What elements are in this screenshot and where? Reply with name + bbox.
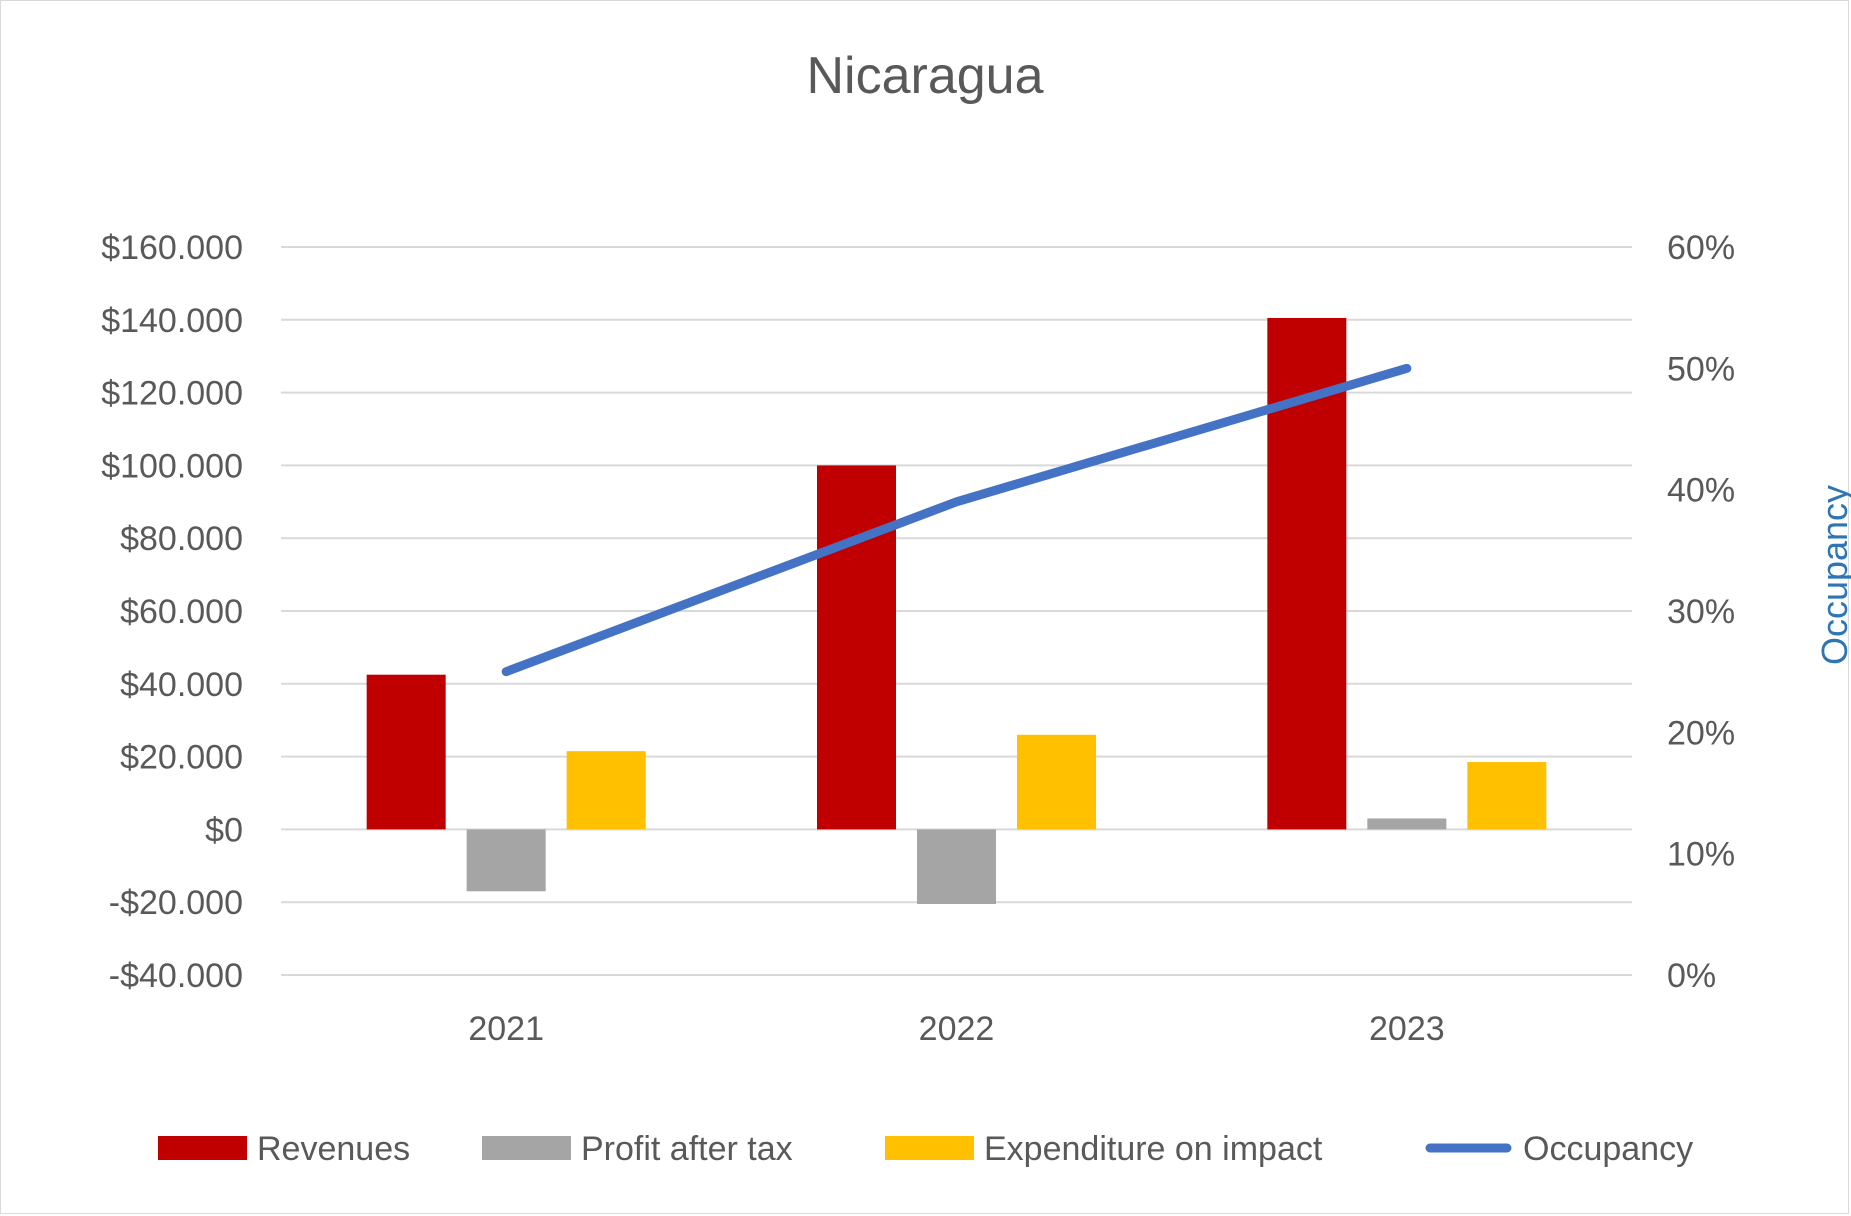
gridlines — [281, 246, 1632, 976]
legend-swatch-revenues — [158, 1136, 247, 1160]
bar-revenues-2021 — [366, 674, 446, 830]
left-tick-label: $0 — [205, 811, 243, 849]
line-occupancy — [501, 363, 1412, 677]
legend-swatch-profit-after-tax — [482, 1136, 571, 1160]
left-tick-label: $40.000 — [120, 666, 243, 704]
left-tick-label: -$40.000 — [109, 957, 243, 995]
legend: Revenues Profit after tax Expenditure on i… — [158, 1130, 1693, 1168]
right-tick-label: 40% — [1667, 472, 1735, 510]
right-tick-label: 20% — [1667, 714, 1735, 752]
x-tick-label: 2022 — [919, 1010, 995, 1048]
bar-profit-after-tax-2022 — [917, 829, 996, 905]
bar-expenditure-on-impact-2023 — [1467, 762, 1547, 830]
x-tick-label: 2023 — [1369, 1010, 1445, 1048]
right-axis-title: Occupancy — [1814, 485, 1851, 665]
bar-profit-after-tax-2021 — [466, 829, 546, 892]
right-tick-label: 30% — [1667, 593, 1735, 631]
right-axis-ticks: 0% 10% 20% 30% 40% 50% 60% — [1667, 229, 1735, 995]
x-axis-ticks: 2021 2022 2023 — [468, 1010, 1444, 1048]
left-tick-label: $80.000 — [120, 520, 243, 558]
left-tick-label: $120.000 — [101, 375, 243, 413]
left-tick-label: $20.000 — [120, 739, 243, 777]
left-tick-label: $100.000 — [101, 447, 243, 485]
chart-title: Nicaragua — [806, 47, 1043, 105]
left-tick-label: -$20.000 — [109, 884, 243, 922]
bar-expenditure-on-impact-2021 — [566, 751, 646, 830]
bar-revenues-2022 — [817, 465, 896, 830]
right-tick-label: 50% — [1667, 350, 1735, 388]
left-tick-label: $160.000 — [101, 229, 243, 267]
bar-expenditure-on-impact-2022 — [1017, 734, 1096, 830]
legend-label-expenditure-on-impact: Expenditure on impact — [984, 1130, 1323, 1168]
left-axis-ticks: -$40.000 -$20.000 $0 $20.000 $40.000 $60.000 $… — [101, 229, 243, 995]
right-tick-label: 60% — [1667, 229, 1735, 267]
legend-label-profit-after-tax: Profit after tax — [581, 1130, 793, 1168]
legend-label-revenues: Revenues — [257, 1130, 410, 1168]
legend-swatch-expenditure-on-impact — [885, 1136, 974, 1160]
bar-profit-after-tax-2023 — [1367, 818, 1447, 830]
right-tick-label: 10% — [1667, 836, 1735, 874]
right-tick-label: 0% — [1667, 957, 1716, 995]
legend-label-occupancy: Occupancy — [1523, 1130, 1693, 1168]
line-series — [501, 363, 1412, 677]
left-tick-label: $140.000 — [101, 302, 243, 340]
x-tick-label: 2021 — [468, 1010, 544, 1048]
left-tick-label: $60.000 — [120, 593, 243, 631]
